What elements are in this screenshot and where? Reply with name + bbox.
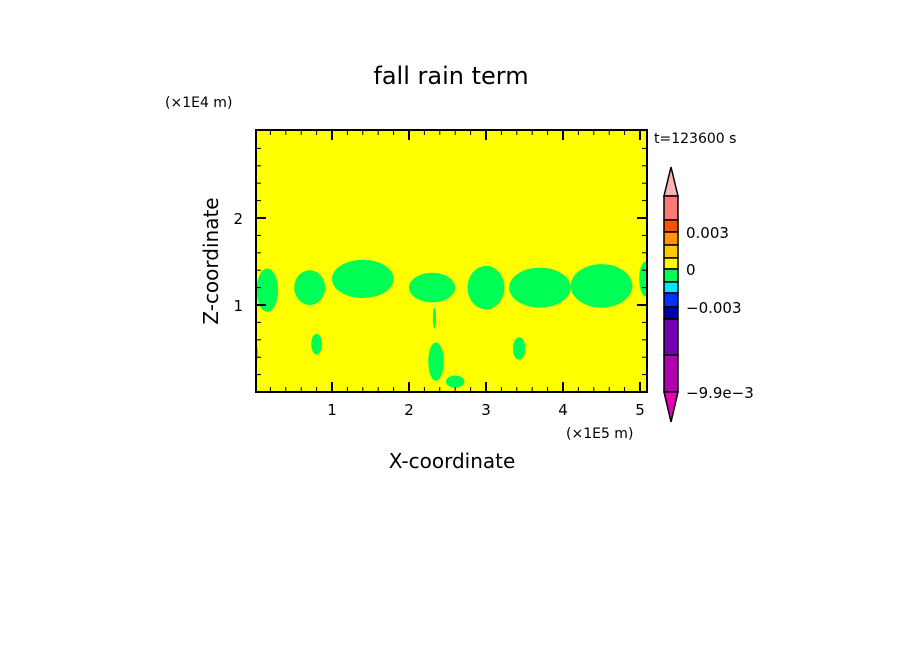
contour-region-13 xyxy=(432,307,436,329)
y-tick-label: 1 xyxy=(233,297,243,315)
contour-region-9 xyxy=(428,342,444,381)
colorbar-segment xyxy=(663,268,679,283)
colorbar-segment xyxy=(663,292,679,308)
x-axis-label: X-coordinate xyxy=(389,449,516,473)
contour-region-1 xyxy=(294,270,326,305)
plot-frame xyxy=(255,129,648,393)
x-tick-label: 3 xyxy=(481,401,491,419)
plot-area xyxy=(255,129,648,393)
x-tick-label: 1 xyxy=(327,401,337,419)
x-tick-label: 5 xyxy=(635,401,645,419)
contour-region-3 xyxy=(409,272,456,303)
colorbar-segment xyxy=(663,281,679,294)
y-axis-label: Z-coordinate xyxy=(199,197,223,324)
colorbar: 0.003 0 −0.003 −9.9e−3 xyxy=(663,166,754,423)
colorbar-segment xyxy=(663,231,679,246)
colorbar-upper-arrow xyxy=(663,166,679,197)
contour-region-6 xyxy=(570,264,633,308)
colorbar-segment xyxy=(663,219,679,233)
colorbar-label: 0 xyxy=(686,261,696,279)
time-label: t=123600 s xyxy=(654,131,736,147)
contour-region-10 xyxy=(445,375,465,388)
contour-region-0 xyxy=(256,268,279,312)
y-unit-label: (×1E4 m) xyxy=(165,95,232,111)
colorbar-segment xyxy=(663,257,679,270)
colorbar-segment xyxy=(663,244,679,259)
contour-region-2 xyxy=(332,259,394,299)
chart-title: fall rain term xyxy=(373,62,528,90)
x-unit-label: (×1E5 m) xyxy=(566,426,633,442)
x-tick-label: 2 xyxy=(404,401,414,419)
colorbar-lower-arrow xyxy=(663,391,679,423)
colorbar-segment xyxy=(663,318,679,356)
colorbar-label: −0.003 xyxy=(686,299,742,317)
colorbar-label: 0.003 xyxy=(686,224,729,242)
contour-region-11 xyxy=(512,337,526,360)
y-tick-label: 2 xyxy=(233,210,243,228)
contour-region-7 xyxy=(639,261,647,297)
contour-region-4 xyxy=(467,265,505,310)
contour-region-5 xyxy=(509,267,571,308)
x-tick-label: 4 xyxy=(558,401,568,419)
colorbar-segment xyxy=(663,195,679,221)
colorbar-segment xyxy=(663,306,679,320)
colorbar-segment xyxy=(663,354,679,393)
contour-region-8 xyxy=(311,333,322,355)
colorbar-label: −9.9e−3 xyxy=(686,384,754,402)
